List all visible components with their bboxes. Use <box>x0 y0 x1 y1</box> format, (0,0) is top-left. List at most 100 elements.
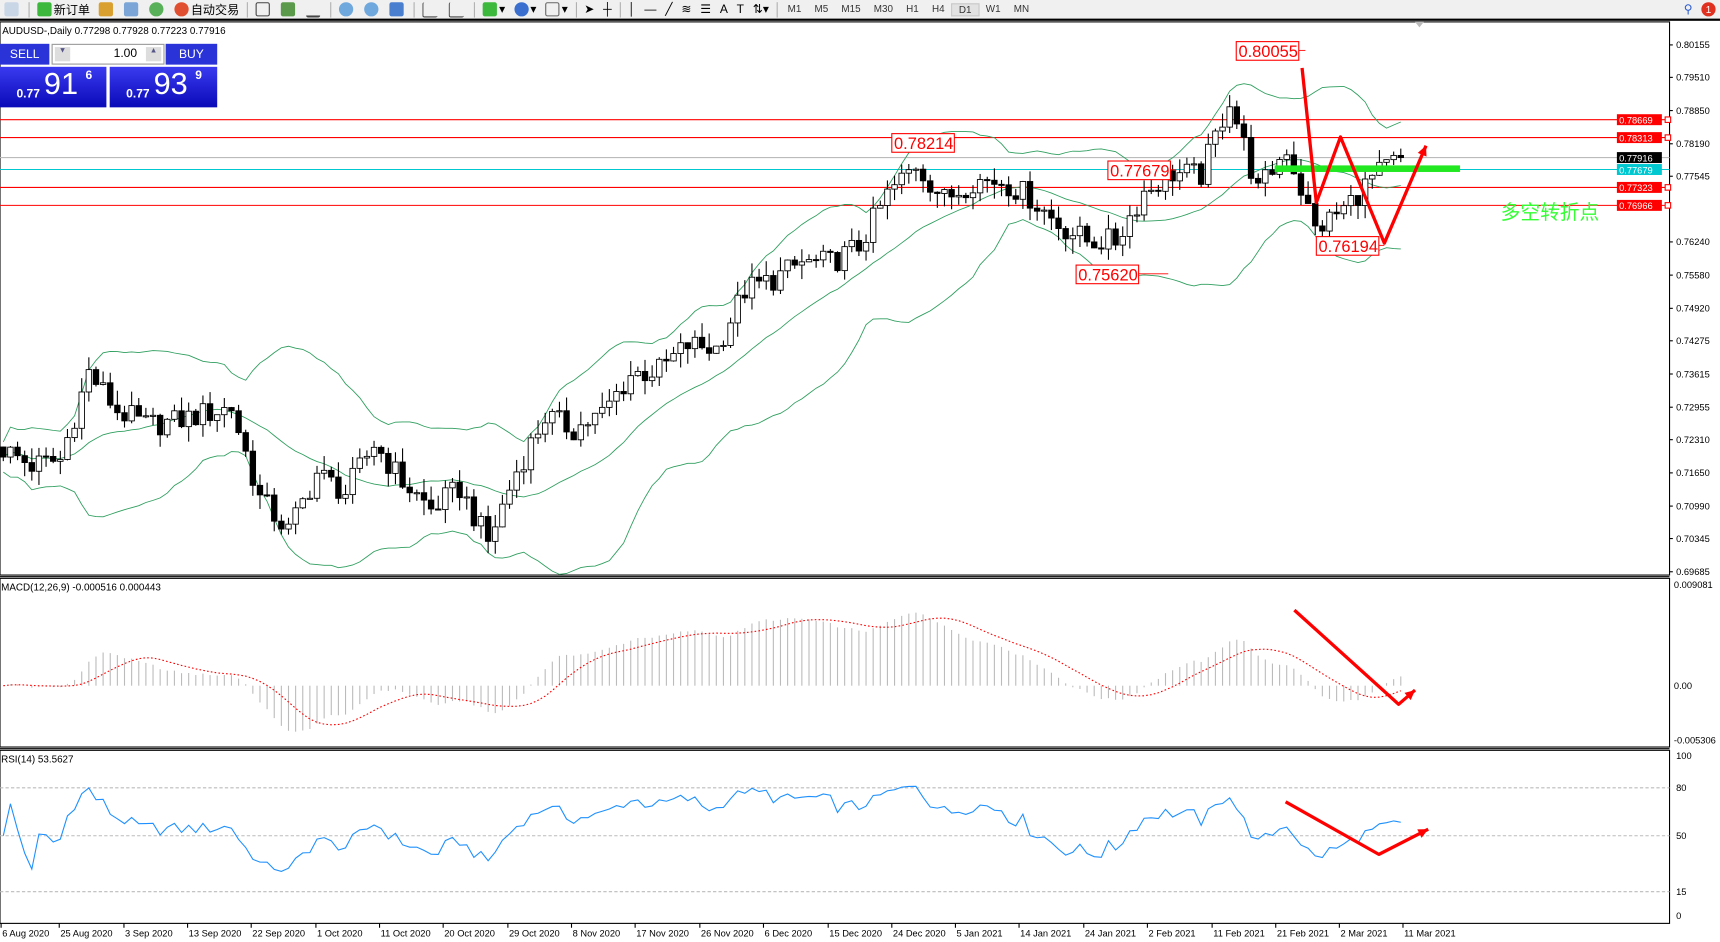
price-axis-label: 0.74920 <box>1676 304 1710 314</box>
candle <box>684 342 691 364</box>
bull-candle-body <box>35 455 43 472</box>
zoom-tool-button[interactable] <box>0 0 25 19</box>
candle <box>891 175 898 201</box>
timeframe-m1[interactable]: M1 <box>787 2 802 14</box>
bear-candle-body <box>135 405 142 417</box>
new-order-button[interactable]: 新订单 <box>33 0 94 19</box>
candle <box>42 447 50 467</box>
new-order-icon <box>37 2 52 17</box>
date-axis-label: 11 Feb 2021 <box>1213 929 1265 939</box>
sell-price[interactable]: 0.77 91 6 <box>0 66 107 108</box>
fibonacci-fan-button[interactable]: ≋ <box>677 0 696 19</box>
bull-candle-body <box>7 446 14 458</box>
candle <box>477 512 485 539</box>
lot-decrease-button[interactable]: ▼ <box>54 47 71 62</box>
timeframe-mn[interactable]: MN <box>1013 2 1030 14</box>
tile-windows-button[interactable] <box>385 0 410 19</box>
signals-button[interactable] <box>145 0 170 19</box>
bull-candle-body <box>1369 174 1376 180</box>
candle <box>1119 226 1126 257</box>
vertical-line-icon: │ <box>628 2 636 16</box>
data-window-button[interactable] <box>120 0 145 19</box>
timeframe-m30[interactable]: M30 <box>873 2 894 14</box>
bull-candle-body <box>670 353 677 362</box>
level-handle <box>1664 202 1672 209</box>
candle <box>214 414 221 432</box>
bull-candle-body <box>969 192 977 199</box>
date-axis-label: 11 Oct 2020 <box>381 929 431 939</box>
bear-candle-body <box>1033 207 1041 212</box>
timeframe-d1[interactable]: D1 <box>951 2 980 16</box>
candle <box>0 446 7 462</box>
candle <box>1240 115 1248 151</box>
timeframe-m5[interactable]: M5 <box>814 2 829 14</box>
bull-candle-body <box>798 261 806 266</box>
auto-scroll-button[interactable] <box>418 0 444 19</box>
search-button[interactable]: ⚲ <box>1679 0 1697 19</box>
bull-candle-body <box>164 418 171 436</box>
cursor-button[interactable]: ➤ <box>580 0 599 19</box>
timeframe-h1[interactable]: H1 <box>906 2 919 14</box>
timeframe-h4[interactable]: H4 <box>931 2 945 14</box>
bull-candle-body <box>149 414 157 417</box>
candle <box>85 357 93 402</box>
timeframe-w1[interactable]: W1 <box>985 2 1001 14</box>
bear-candle-body <box>0 446 7 458</box>
price-label: 0.76194 <box>1319 238 1378 256</box>
line-chart-button[interactable] <box>302 0 327 19</box>
bear-candle-body <box>14 446 21 457</box>
bull-candle-body <box>862 241 870 252</box>
candlestick-button[interactable] <box>276 0 301 19</box>
bear-candle-body <box>934 191 941 194</box>
crosshair-button[interactable]: ┼ <box>599 0 616 19</box>
bull-candle-body <box>185 410 192 428</box>
zoom-out-button[interactable] <box>360 0 385 19</box>
bear-candle-body <box>249 450 257 486</box>
arrows-button[interactable]: ⇅▾ <box>748 0 773 19</box>
toolbar-divider <box>413 1 415 17</box>
bull-candle-body <box>320 469 328 474</box>
fibonacci-button[interactable]: ☰ <box>696 0 716 19</box>
indicators-button[interactable]: ▾ <box>478 0 509 19</box>
candle <box>1212 128 1219 157</box>
chart-shift-button[interactable] <box>444 0 470 19</box>
candle <box>1105 214 1112 260</box>
bear-candle-body <box>663 358 670 362</box>
bear-candle-body <box>1026 181 1034 209</box>
candle <box>484 505 492 554</box>
vertical-line-button[interactable]: │ <box>624 0 640 19</box>
annotations: 0.80055 0.78214 0.77679 0.75620 0.76194 多空转折点 <box>891 41 1599 857</box>
candle <box>392 452 399 485</box>
bull-candle-body <box>613 391 620 402</box>
candle <box>727 317 734 348</box>
sell-button[interactable]: SELL <box>0 43 50 65</box>
candle <box>1112 222 1119 251</box>
candle <box>1126 205 1134 249</box>
candle <box>1319 220 1326 238</box>
trendline-button[interactable]: ╱ <box>661 0 677 19</box>
lot-size-stepper[interactable]: ▼ 1.00 ▲ <box>51 43 165 65</box>
periods-button[interactable]: ▾ <box>510 0 541 19</box>
lot-size-input[interactable]: 1.00 <box>113 47 138 61</box>
text-label-button[interactable]: T <box>732 0 748 19</box>
macd-axis-label: 0.00 <box>1674 681 1692 691</box>
lot-increase-button[interactable]: ▲ <box>145 47 162 62</box>
bull-candle-body <box>313 472 321 499</box>
buy-price[interactable]: 0.77 93 9 <box>109 66 218 108</box>
text-button[interactable]: A <box>715 0 732 19</box>
market-watch-button[interactable] <box>94 0 119 19</box>
bull-candle-body <box>292 507 299 525</box>
notifications-button[interactable]: 1 <box>1697 0 1720 19</box>
bull-candle-body <box>677 342 684 354</box>
candle <box>420 479 428 516</box>
buy-button[interactable]: BUY <box>165 43 218 65</box>
templates-button[interactable]: ▾ <box>541 0 572 19</box>
auto-trading-button[interactable]: 自动交易 <box>170 0 243 19</box>
horizontal-line-button[interactable]: — <box>640 0 661 19</box>
timeframe-m15[interactable]: M15 <box>841 2 861 14</box>
zoom-in-button[interactable] <box>335 0 360 19</box>
bar-chart-button[interactable] <box>251 0 276 19</box>
level-price-tag <box>1616 164 1662 175</box>
price-label-box <box>1107 160 1171 181</box>
